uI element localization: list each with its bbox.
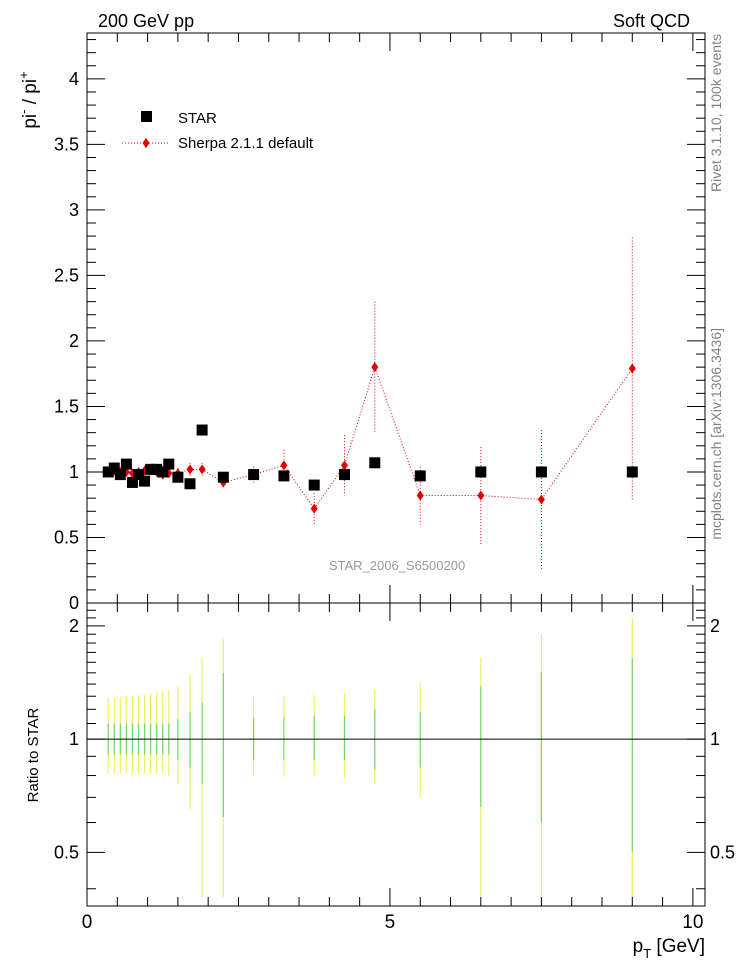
main-ytick-label: 3.5 (54, 134, 79, 154)
star-point (369, 457, 381, 469)
sherpa-point (628, 363, 636, 374)
sherpa-point (477, 490, 485, 501)
rivet-label: Rivet 3.1.10, 100k events (708, 34, 724, 192)
main-ytick-label: 2 (69, 331, 79, 351)
main-axis-ticks: 0 0.5 1 1.5 2 2.5 3 3.5 4 (54, 33, 705, 613)
star-point (308, 479, 320, 491)
star-point (133, 469, 144, 481)
star-point (163, 458, 175, 470)
sherpa-point (280, 460, 288, 471)
ratio-uncertainty-bands (107, 617, 633, 898)
star-point (626, 466, 638, 478)
star-point (108, 462, 120, 474)
star-point (278, 470, 290, 482)
sherpa-point (537, 494, 545, 505)
main-ytick-label: 3 (69, 200, 79, 220)
ratio-ytick-label-right: 0.5 (710, 842, 735, 862)
sherpa-point (198, 464, 206, 475)
header-left: 200 GeV pp (98, 11, 194, 31)
ratio-panel: 0.5 0.5 1 1 2 2 0 5 10 Ratio to STAR pT [GeV] (25, 602, 735, 961)
main-ytick-label: 1.5 (54, 396, 79, 416)
x-axis-label: pT [GeV] (633, 936, 705, 961)
ratio-axis-ticks: 0.5 0.5 1 1 2 2 0 5 10 (54, 603, 735, 933)
header-right: Soft QCD (613, 11, 690, 31)
ratio-ytick-label: 2 (69, 616, 79, 636)
main-series (102, 237, 638, 569)
star-point (151, 463, 163, 475)
sherpa-point (310, 503, 318, 514)
main-ytick-label: 2.5 (54, 265, 79, 285)
ratio-ytick-label-right: 1 (710, 729, 720, 749)
star-point (145, 463, 157, 475)
star-point (475, 466, 487, 478)
legend-sherpa-label: Sherpa 2.1.1 default (178, 135, 314, 152)
sherpa-point (371, 362, 379, 373)
sherpa-point (186, 464, 194, 475)
ratio-ylabel: Ratio to STAR (25, 707, 42, 802)
ratio-ytick-label: 1 (69, 729, 79, 749)
star-point (535, 466, 547, 478)
legend-sherpa-marker (142, 138, 150, 148)
main-panel: 0 0.5 1 1.5 2 2.5 3 3.5 4 STAR_2006_S6500200 pi-… (16, 32, 706, 613)
mcplots-label: mcplots.cern.ch [arXiv:1306.3436] (708, 328, 724, 540)
main-ylabel: pi- / pi+ (16, 71, 41, 128)
star-point (172, 471, 184, 483)
legend: STAR Sherpa 2.1.1 default (122, 110, 314, 152)
sherpa-point (341, 460, 348, 471)
star-point (114, 469, 126, 481)
ratio-ytick-label: 0.5 (54, 842, 79, 862)
main-ytick-label: 1 (69, 462, 79, 482)
star-point (139, 475, 151, 487)
star-point (217, 471, 229, 483)
star-point (184, 478, 196, 490)
ratio-frame (86, 602, 706, 907)
star-point (102, 466, 114, 478)
star-point (339, 469, 350, 481)
xtick-label: 10 (682, 912, 703, 933)
analysis-label: STAR_2006_S6500200 (329, 558, 465, 573)
star-point (120, 458, 132, 470)
legend-star-label: STAR (178, 110, 217, 127)
main-ytick-label: 4 (69, 69, 79, 89)
ratio-ytick-label-right: 2 (710, 616, 720, 636)
xtick-label: 0 (82, 912, 93, 933)
xtick-label: 5 (385, 912, 396, 933)
star-point (157, 466, 169, 478)
main-ytick-label: 0 (69, 593, 79, 613)
star-point (126, 476, 138, 488)
sherpa-point (416, 490, 424, 501)
legend-star-marker (141, 111, 152, 122)
star-point (248, 469, 260, 481)
star-point (414, 470, 426, 482)
star-point (196, 424, 208, 436)
main-ytick-label: 0.5 (54, 527, 79, 547)
